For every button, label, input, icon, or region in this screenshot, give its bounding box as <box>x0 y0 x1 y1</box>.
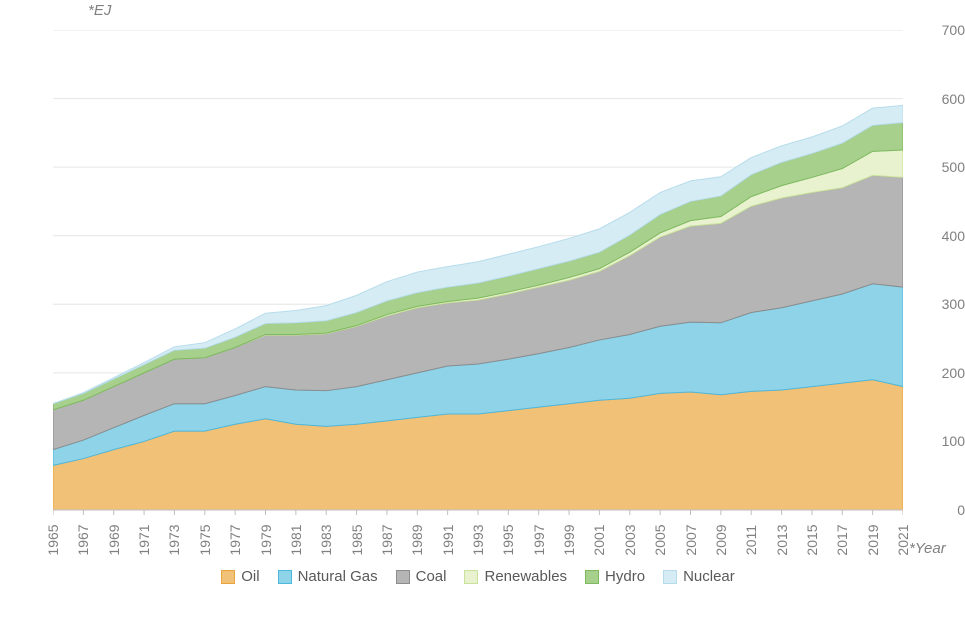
x-tick-label: 1965 <box>45 520 61 560</box>
y-tick-label: 0 <box>922 502 965 518</box>
legend-label-hydro: Hydro <box>605 568 645 585</box>
legend: Oil Natural Gas Coal Renewables Hydro Nu… <box>53 568 903 585</box>
legend-swatch-hydro <box>585 570 599 584</box>
y-tick-label: 500 <box>922 159 965 175</box>
legend-swatch-oil <box>221 570 235 584</box>
x-tick-label: 1969 <box>106 520 122 560</box>
plot-area <box>53 30 903 518</box>
x-tick-label: 1991 <box>440 520 456 560</box>
x-tick-label: 2009 <box>713 520 729 560</box>
x-tick-label: 2015 <box>804 520 820 560</box>
x-tick-label: 1987 <box>379 520 395 560</box>
legend-item-oil: Oil <box>221 568 259 585</box>
x-tick-label: 2021 <box>895 520 911 560</box>
legend-label-coal: Coal <box>416 568 447 585</box>
legend-swatch-gas <box>278 570 292 584</box>
x-tick-label: 1979 <box>258 520 274 560</box>
x-tick-label: 1977 <box>227 520 243 560</box>
x-tick-label: 1983 <box>318 520 334 560</box>
x-tick-label: 1973 <box>166 520 182 560</box>
x-axis-label: *Year <box>909 540 946 557</box>
legend-swatch-coal <box>396 570 410 584</box>
y-axis-label: *EJ <box>88 2 111 19</box>
y-tick-label: 200 <box>922 365 965 381</box>
legend-item-renewables: Renewables <box>464 568 567 585</box>
x-tick-label: 2013 <box>774 520 790 560</box>
legend-swatch-nuclear <box>663 570 677 584</box>
x-tick-label: 1995 <box>500 520 516 560</box>
x-tick-label: 1981 <box>288 520 304 560</box>
y-tick-label: 700 <box>922 22 965 38</box>
x-tick-label: 2007 <box>683 520 699 560</box>
x-tick-label: 2005 <box>652 520 668 560</box>
x-tick-label: 2011 <box>743 520 759 560</box>
energy-stacked-area-chart: *EJ *Year 0 100 200 300 400 500 600 700 1965 196… <box>0 0 965 622</box>
x-tick-label: 1985 <box>349 520 365 560</box>
legend-label-gas: Natural Gas <box>298 568 378 585</box>
x-tick-label: 1975 <box>197 520 213 560</box>
y-tick-label: 300 <box>922 296 965 312</box>
x-tick-label: 1989 <box>409 520 425 560</box>
legend-label-oil: Oil <box>241 568 259 585</box>
legend-item-gas: Natural Gas <box>278 568 378 585</box>
y-tick-label: 100 <box>922 433 965 449</box>
x-tick-label: 2017 <box>834 520 850 560</box>
x-axis-ticks: 1965196719691971197319751977197919811983… <box>53 518 903 562</box>
x-tick-label: 1997 <box>531 520 547 560</box>
legend-item-coal: Coal <box>396 568 447 585</box>
y-tick-label: 400 <box>922 228 965 244</box>
legend-item-hydro: Hydro <box>585 568 645 585</box>
x-tick-label: 2001 <box>591 520 607 560</box>
x-tick-label: 1993 <box>470 520 486 560</box>
legend-item-nuclear: Nuclear <box>663 568 735 585</box>
x-tick-label: 2019 <box>865 520 881 560</box>
legend-swatch-renewables <box>464 570 478 584</box>
y-tick-label: 600 <box>922 91 965 107</box>
x-tick-label: 2003 <box>622 520 638 560</box>
x-tick-label: 1999 <box>561 520 577 560</box>
legend-label-nuclear: Nuclear <box>683 568 735 585</box>
x-tick-label: 1967 <box>75 520 91 560</box>
legend-label-renewables: Renewables <box>484 568 567 585</box>
x-tick-label: 1971 <box>136 520 152 560</box>
